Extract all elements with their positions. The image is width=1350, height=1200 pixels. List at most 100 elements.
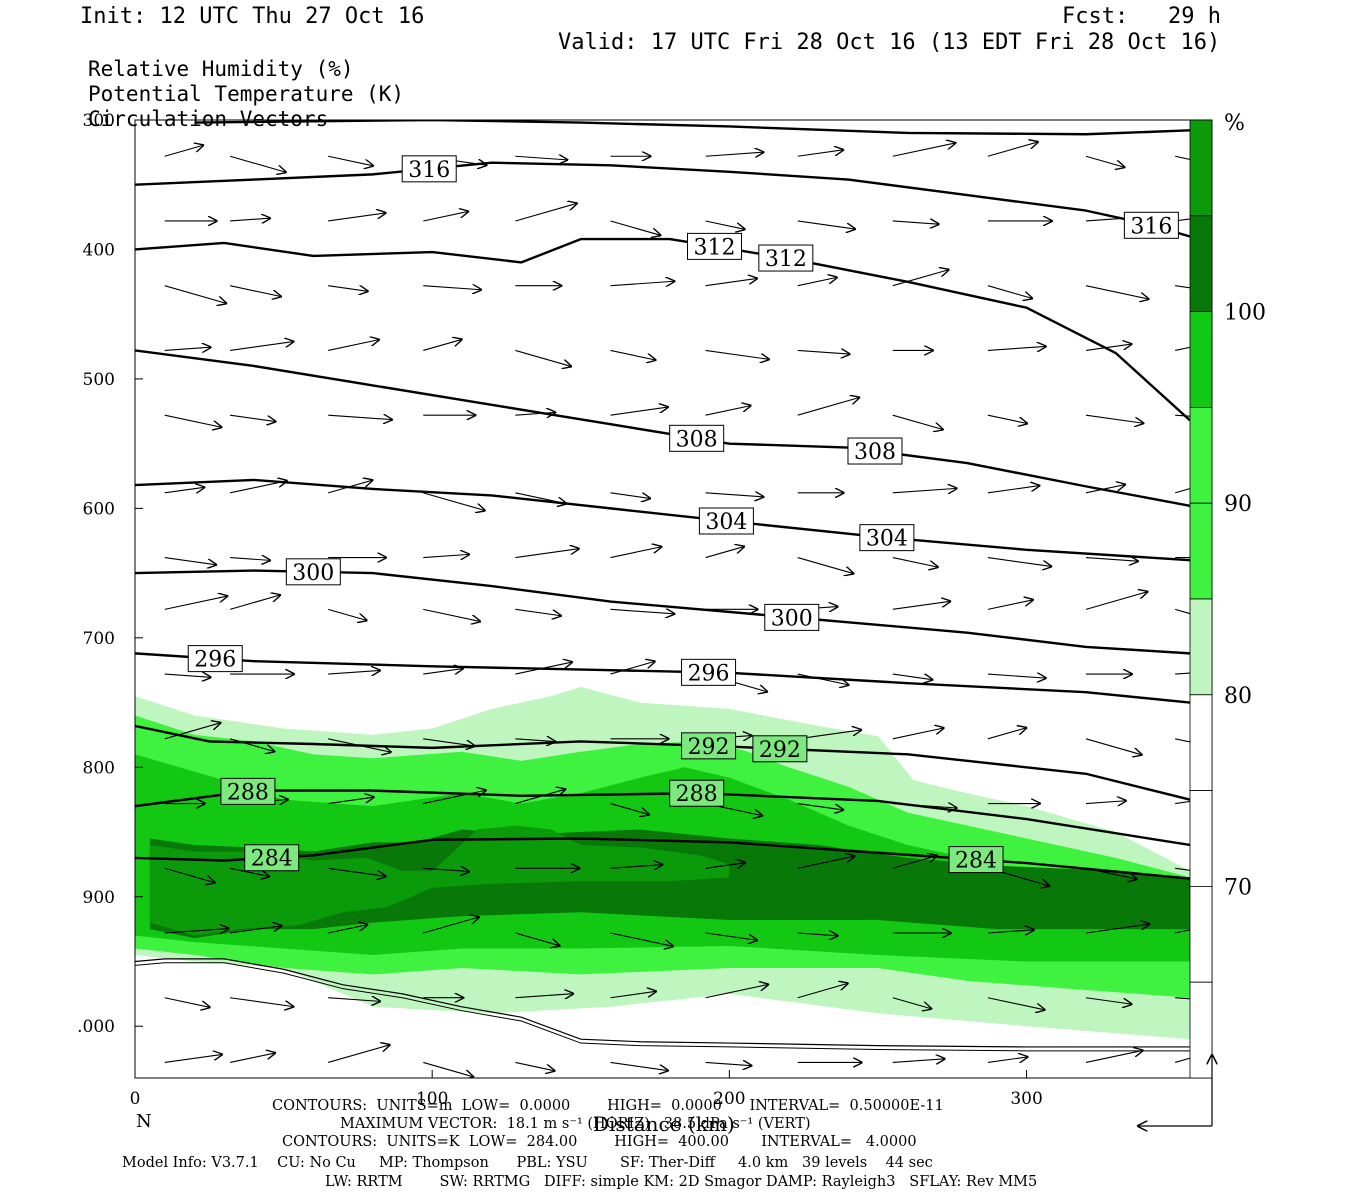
theta-label-300: 300 (285, 558, 341, 586)
wind-vector (797, 856, 855, 869)
wind-vector (423, 917, 479, 934)
wind-vector (987, 414, 1027, 423)
theta-label-box (859, 524, 915, 552)
wind-vector (892, 601, 950, 610)
wind-vector (515, 789, 565, 805)
wind-vector (610, 865, 662, 869)
theta-label-box (698, 507, 754, 535)
wind-vector (610, 1061, 667, 1070)
wind-vector (164, 347, 211, 350)
theta-label-292: 292 (681, 732, 737, 760)
wind-vector (1085, 344, 1132, 351)
forecast-hour: Fcst: 29 h (1062, 4, 1221, 29)
vector-layer (164, 142, 1190, 1077)
theta-label-text: 288 (676, 782, 718, 807)
colorbar-segment (1189, 311, 1213, 408)
wind-vector (987, 557, 1051, 567)
footer-contours-m: CONTOURS: UNITS=m LOW= 0.0000 HIGH= 0.00… (272, 1098, 944, 1114)
wind-vector (987, 285, 1032, 299)
wind-vector (515, 662, 572, 675)
wind-vector (1085, 924, 1149, 934)
wind-vector (1085, 801, 1126, 804)
wind-vector (328, 286, 368, 292)
wind-vector (705, 984, 769, 999)
theta-label-text: 296 (194, 648, 236, 673)
wind-vector (164, 997, 210, 1008)
wind-vector (515, 739, 555, 742)
theta-label-316: 316 (401, 155, 457, 183)
colorbar: 70 80 90 100% (1189, 111, 1266, 1079)
wind-vector (1085, 558, 1138, 562)
wind-vector (610, 220, 660, 235)
wind-vector (515, 156, 567, 160)
wind-vector (328, 1045, 390, 1063)
theta-label-308: 308 (669, 424, 725, 452)
wind-vector (423, 669, 463, 675)
wind-vector (229, 155, 286, 172)
wind-vector (328, 608, 366, 620)
wind-vector (423, 738, 474, 746)
x-start-label: N (136, 1111, 152, 1132)
terrain-line-2 (134, 962, 1190, 1052)
theta-label-box (681, 658, 737, 686)
wind-vector (705, 493, 764, 497)
colorbar-segment (1189, 981, 1213, 1079)
wind-vector (987, 728, 1026, 740)
y-tick-label: 600 (83, 499, 115, 519)
wind-vector (892, 488, 957, 492)
wind-vector (229, 867, 269, 876)
wind-vector (987, 600, 1033, 610)
contour-label-layer: 284 284 288 288 292 292 296 296 300 300 304 304 308 3… (187, 155, 1179, 874)
wind-vector (164, 487, 205, 493)
x-tick-label: 300 (1010, 1089, 1042, 1109)
wind-vector (328, 998, 380, 1002)
colorbar-tick-label: 90 (1224, 492, 1252, 517)
y-tick-label: .000 (77, 1017, 115, 1037)
wind-vector (328, 670, 380, 674)
theta-label-text: 308 (854, 440, 896, 465)
wind-vector (1174, 608, 1190, 615)
theta-label-312: 312 (687, 232, 743, 260)
wind-vector (987, 1057, 1028, 1063)
theta-label-text: 308 (676, 427, 718, 452)
theta-label-box (1123, 211, 1179, 239)
wind-vector (797, 803, 844, 810)
wind-vector (229, 1053, 275, 1064)
wind-vector (229, 738, 274, 752)
wind-vector (230, 926, 281, 934)
theta-label-text: 312 (694, 235, 736, 260)
wind-vector (164, 723, 221, 740)
wind-vector (1175, 800, 1190, 805)
wind-vector (705, 152, 764, 156)
wind-vector (328, 797, 374, 805)
theta-label-300: 300 (764, 603, 820, 631)
theta-label-text: 300 (771, 606, 813, 631)
wind-vector (892, 557, 938, 568)
wind-vector (610, 493, 650, 499)
wind-vector (423, 286, 481, 290)
theta-label-288: 288 (220, 777, 276, 805)
wind-vector (610, 609, 674, 613)
wind-vector (1175, 346, 1190, 351)
wind-vector (797, 350, 850, 354)
theta-contour-312 (135, 237, 1190, 422)
wind-vector (515, 994, 573, 998)
wind-vector (515, 608, 561, 615)
wind-vector (987, 930, 1034, 933)
wind-vector (797, 673, 849, 685)
wind-vector (705, 406, 751, 416)
theta-contour-320 (194, 120, 1190, 136)
wind-vector (892, 1059, 945, 1063)
wind-vector (705, 863, 746, 869)
wind-vector (229, 285, 281, 297)
theta-label-text: 304 (705, 510, 747, 535)
wind-vector (164, 929, 229, 933)
wind-vector (987, 346, 1046, 350)
y-tick-label: 900 (83, 888, 115, 908)
wind-vector (423, 868, 469, 871)
wind-vector (892, 856, 937, 869)
wind-vector (1175, 414, 1190, 417)
y-tick-label: 700 (83, 629, 115, 649)
theta-label-288: 288 (669, 779, 725, 807)
reference-vectors (1138, 1055, 1212, 1126)
